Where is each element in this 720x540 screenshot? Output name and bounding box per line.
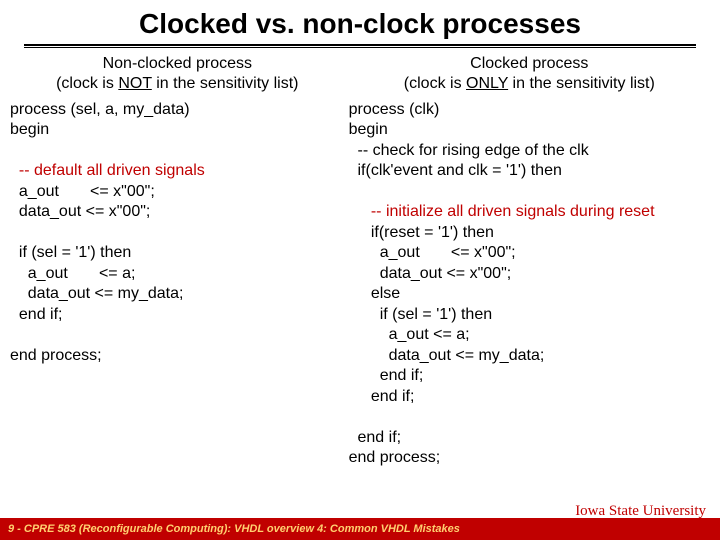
left-code-comment: -- default all driven signals	[10, 162, 205, 179]
right-heading-line1: Clocked process	[470, 55, 588, 72]
right-heading-pre: (clock is	[404, 75, 466, 92]
right-column: Clocked process (clock is ONLY in the se…	[349, 54, 710, 468]
slide-title: Clocked vs. non-clock processes	[0, 0, 720, 44]
title-rule	[24, 44, 696, 48]
footer-bar: 9 - CPRE 583 (Reconfigurable Computing):…	[0, 518, 720, 540]
right-heading: Clocked process (clock is ONLY in the se…	[349, 54, 710, 94]
left-heading-line1: Non-clocked process	[103, 55, 252, 72]
left-code-2: a_out <= x"00"; data_out <= x"00"; if (s…	[10, 183, 183, 364]
left-column: Non-clocked process (clock is NOT in the…	[10, 54, 345, 468]
right-code-block: process (clk) begin -- check for rising …	[349, 100, 710, 468]
left-heading-pre: (clock is	[56, 75, 118, 92]
right-heading-post: in the sensitivity list)	[508, 75, 655, 92]
left-heading-post: in the sensitivity list)	[152, 75, 299, 92]
right-heading-underline: ONLY	[466, 75, 508, 92]
content-columns: Non-clocked process (clock is NOT in the…	[0, 54, 720, 468]
left-heading: Non-clocked process (clock is NOT in the…	[10, 54, 345, 94]
right-code-2: if(reset = '1') then a_out <= x"00"; dat…	[349, 224, 545, 466]
left-code-1: process (sel, a, my_data) begin	[10, 101, 190, 138]
right-code-1: process (clk) begin -- check for rising …	[349, 101, 589, 179]
left-code-block: process (sel, a, my_data) begin -- defau…	[10, 100, 345, 366]
left-heading-underline: NOT	[118, 75, 151, 92]
footer-text: 9 - CPRE 583 (Reconfigurable Computing):…	[8, 523, 460, 535]
right-code-comment: -- initialize all driven signals during …	[349, 203, 655, 220]
